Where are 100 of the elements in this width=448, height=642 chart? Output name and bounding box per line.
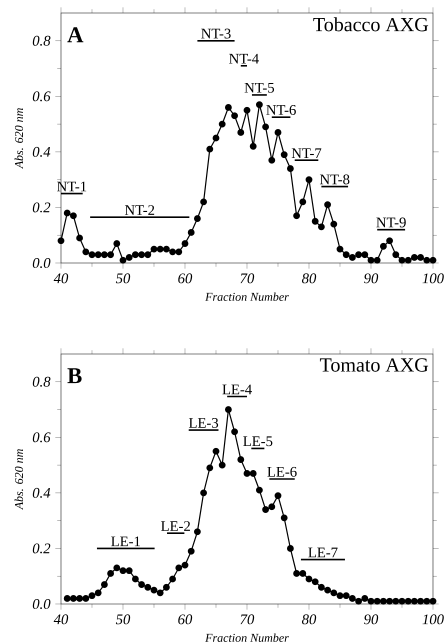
annotation: NT-7: [292, 148, 322, 158]
point: [293, 570, 300, 577]
annotation: NT-8: [320, 174, 350, 184]
x-tick-label: 70: [240, 614, 254, 624]
y-tick-label: 0.8: [32, 376, 50, 387]
x-tick-label: 80: [302, 273, 316, 284]
point: [144, 584, 152, 591]
x-tick-label: 40: [54, 614, 68, 624]
point: [386, 598, 393, 605]
x-tick-label: 40: [54, 273, 68, 284]
point: [374, 598, 381, 605]
point: [132, 576, 139, 582]
y-tick-label: 0.2: [32, 202, 50, 212]
x-tick-label: 90: [364, 614, 378, 624]
y-tick-label: 0.8: [32, 36, 50, 46]
x-axis-title: Fraction Number: [205, 633, 289, 642]
annotation: A: [67, 27, 84, 42]
point: [113, 564, 120, 572]
point: [410, 598, 418, 605]
point: [225, 406, 232, 413]
point: [355, 598, 362, 605]
chart-title: Tobacco AXG: [313, 17, 428, 32]
point: [100, 581, 108, 588]
point: [280, 514, 288, 522]
point: [392, 598, 400, 605]
x-tick-label: 70: [240, 273, 254, 284]
point: [82, 595, 90, 602]
x-tick-label: 50: [116, 614, 130, 624]
point: [194, 528, 201, 536]
annotation: NT-9: [376, 218, 406, 228]
point: [324, 586, 331, 594]
point: [306, 576, 312, 582]
chart-title: Tomato AXG: [320, 358, 428, 372]
point: [417, 598, 424, 605]
annotation: LE-6: [267, 466, 297, 477]
y-tick-label: 0.6: [32, 432, 51, 442]
point: [218, 462, 226, 469]
x-tick-label: 90: [364, 273, 378, 284]
point: [126, 567, 133, 574]
annotation: LE-3: [188, 418, 218, 428]
y-axis-title: Abs. 620 nm: [14, 449, 24, 510]
point: [107, 570, 114, 577]
point: [312, 578, 319, 586]
annotation: LE-5: [243, 436, 272, 446]
annotation: NT-4: [229, 54, 259, 64]
point: [162, 584, 170, 591]
point: [262, 506, 269, 513]
point: [361, 595, 368, 602]
point: [231, 428, 238, 436]
annotation: LE-7: [308, 548, 338, 558]
point: [398, 598, 406, 605]
point: [250, 470, 257, 477]
point: [330, 589, 338, 596]
annotation: NT-1: [57, 182, 86, 192]
point: [404, 598, 412, 605]
point: [380, 598, 387, 605]
point: [200, 489, 207, 496]
annotation: LE-2: [161, 521, 190, 531]
y-tick-label: 0.0: [32, 599, 50, 609]
x-tick-label: 60: [178, 273, 192, 284]
annotation: LE-4: [222, 384, 252, 394]
point: [138, 581, 145, 588]
point: [120, 567, 126, 574]
point: [212, 448, 220, 455]
point: [348, 595, 356, 602]
point: [169, 576, 176, 582]
y-axis-title: Abs. 620 nm: [14, 108, 24, 169]
x-tick-label: 50: [116, 273, 130, 284]
point: [64, 595, 71, 602]
point: [206, 464, 214, 472]
point: [368, 598, 374, 605]
point: [188, 548, 195, 555]
y-tick-label: 0.4: [32, 146, 50, 157]
point: [342, 592, 350, 600]
point: [150, 586, 158, 594]
y-tick-label: 0.0: [32, 258, 50, 268]
point: [182, 562, 188, 569]
x-tick-label: 100: [422, 614, 444, 624]
point: [268, 503, 276, 510]
annotation: NT-5: [244, 82, 274, 93]
annotation: NT-6: [266, 105, 296, 115]
point: [76, 595, 83, 602]
point: [423, 598, 430, 605]
point: [88, 592, 96, 600]
point: [336, 592, 344, 600]
y-tick-label: 0.6: [32, 91, 51, 102]
point: [237, 456, 244, 463]
y-tick-label: 0.4: [32, 488, 50, 498]
point: [286, 545, 294, 552]
point: [299, 570, 306, 577]
annotation: NT-2: [124, 205, 154, 215]
y-tick-label: 0.2: [32, 543, 50, 554]
annotation: B: [68, 368, 82, 384]
x-axis-title: Fraction Number: [205, 292, 289, 301]
point: [175, 564, 182, 572]
annotation: NT-3: [201, 28, 231, 39]
x-tick-label: 60: [178, 614, 192, 624]
point: [94, 589, 102, 596]
point: [274, 492, 282, 500]
point: [430, 598, 436, 605]
